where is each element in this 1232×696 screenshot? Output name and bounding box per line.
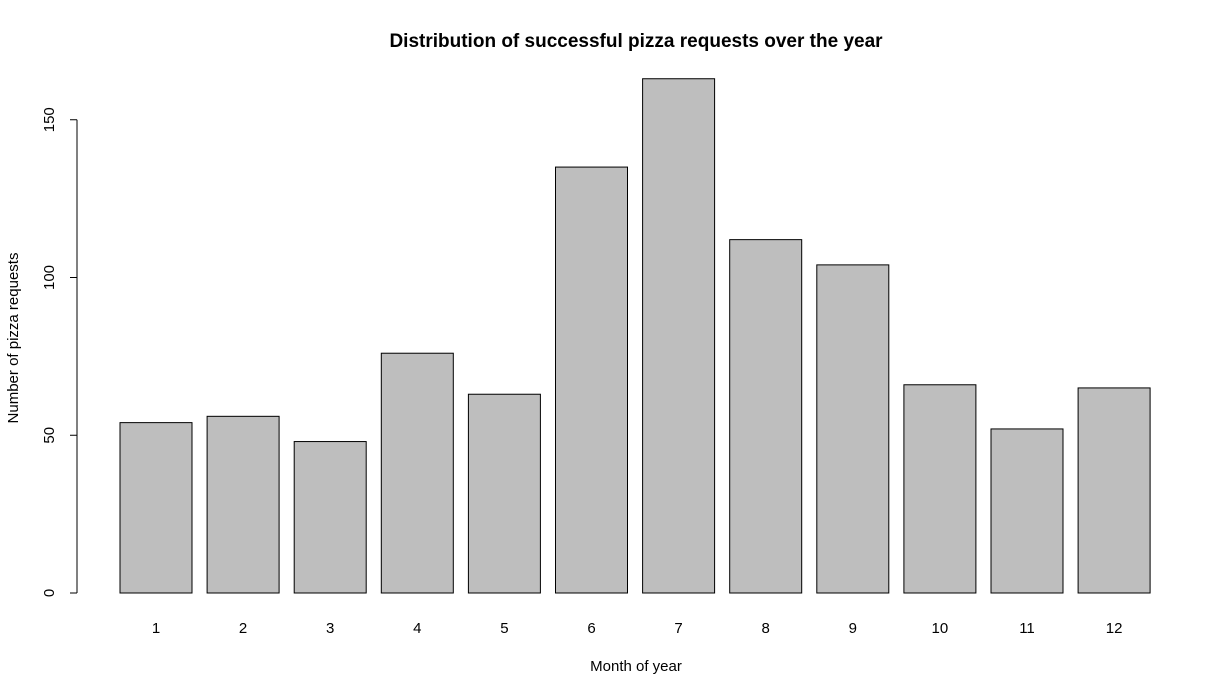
bar-month-12 <box>1077 387 1151 594</box>
bars <box>119 78 1151 594</box>
bar-month-8 <box>729 239 803 594</box>
bar-month-9 <box>816 264 890 594</box>
x-tick-label: 10 <box>932 620 949 637</box>
y-tick-label: 100 <box>41 265 58 290</box>
y-tick-label: 50 <box>41 427 58 444</box>
bar-month-3 <box>293 441 367 594</box>
chart-title: Distribution of successful pizza request… <box>389 31 883 52</box>
x-tick-label: 11 <box>1019 620 1035 637</box>
x-tick-label: 9 <box>849 620 857 637</box>
x-tick-label: 2 <box>239 620 247 637</box>
y-tick-label: 0 <box>41 589 58 597</box>
bar-month-4 <box>380 352 454 594</box>
bar-month-5 <box>467 393 541 594</box>
x-tick-label: 7 <box>674 620 682 637</box>
y-axis: 0 50 100 150 <box>41 107 78 597</box>
bar-month-1 <box>119 422 193 594</box>
x-tick-label: 6 <box>587 620 595 637</box>
x-tick-label: 4 <box>413 620 421 637</box>
bar-month-10 <box>903 384 977 594</box>
x-tick-label: 1 <box>152 620 160 637</box>
y-tick-label: 150 <box>41 107 58 132</box>
x-axis-label: Month of year <box>590 658 682 675</box>
bar-month-6 <box>555 166 628 594</box>
bar-month-7 <box>642 78 716 594</box>
bar-month-2 <box>206 415 280 594</box>
x-tick-label: 5 <box>500 620 508 637</box>
bar-month-11 <box>990 428 1064 594</box>
y-axis-label: Number of pizza requests <box>5 253 22 424</box>
x-tick-labels: 1 2 3 4 5 6 7 8 9 10 11 12 <box>152 620 1123 637</box>
x-tick-label: 3 <box>326 620 334 637</box>
x-tick-label: 12 <box>1106 620 1123 637</box>
x-tick-label: 8 <box>762 620 770 637</box>
